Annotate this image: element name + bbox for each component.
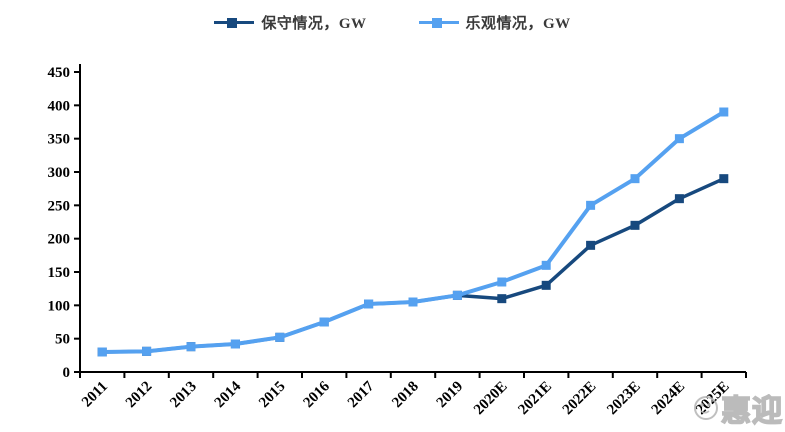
y-axis-tick-label: 200 xyxy=(48,232,71,248)
chart-legend: 保守情况，GW 乐观情况，GW xyxy=(0,12,785,33)
data-point-optimistic-2014 xyxy=(230,339,240,349)
x-axis-tick-label: 2011 xyxy=(79,379,111,411)
watermark-text: 惠迎 xyxy=(720,394,783,429)
legend-line-marker-conservative xyxy=(214,17,255,28)
x-axis-tick-label: 2012 xyxy=(123,379,156,412)
y-axis-tick-label: 150 xyxy=(48,265,71,281)
data-point-optimistic-2012 xyxy=(142,346,152,356)
legend-label-conservative: 保守情况，GW xyxy=(261,16,367,32)
data-point-conservative-2024E xyxy=(674,194,684,204)
y-axis-tick-label: 250 xyxy=(48,198,71,214)
data-point-conservative-2021E xyxy=(541,280,551,290)
data-point-optimistic-2018 xyxy=(408,297,418,307)
watermark-mascot-icon xyxy=(694,396,718,420)
y-axis-tick-label: 0 xyxy=(63,365,71,381)
x-axis-tick-label: 2018 xyxy=(389,379,422,412)
y-axis-tick-label: 400 xyxy=(48,98,71,114)
data-point-optimistic-2019 xyxy=(452,290,462,300)
legend-label-optimistic: 乐观情况，GW xyxy=(465,16,571,32)
x-axis-tick-label: 2013 xyxy=(167,379,200,412)
y-axis-tick-label: 350 xyxy=(48,132,71,148)
x-axis-tick-label: 2019 xyxy=(434,379,467,412)
legend-line-marker-optimistic xyxy=(418,17,459,28)
data-point-optimistic-2017 xyxy=(364,299,374,309)
data-point-optimistic-2016 xyxy=(319,317,329,327)
watermark: 惠迎 xyxy=(687,386,783,430)
x-axis-tick-label: 2016 xyxy=(301,378,334,411)
data-point-conservative-2023E xyxy=(630,220,640,230)
y-axis-tick-label: 300 xyxy=(48,165,71,181)
y-axis-tick-label: 50 xyxy=(55,332,70,348)
x-axis-tick-label: 2021E xyxy=(515,379,555,419)
data-point-optimistic-2011 xyxy=(97,347,107,357)
data-point-conservative-2022E xyxy=(586,240,596,250)
data-point-optimistic-2021E xyxy=(541,260,551,270)
legend-square-conservative xyxy=(227,17,238,28)
data-point-optimistic-2013 xyxy=(186,342,196,352)
y-axis-tick-label: 100 xyxy=(48,298,71,314)
data-point-optimistic-2015 xyxy=(275,332,285,342)
data-point-optimistic-2020E xyxy=(497,277,507,287)
y-axis-tick-label: 450 xyxy=(48,65,71,81)
data-point-conservative-2020E xyxy=(497,294,507,304)
x-axis-tick-label: 2014 xyxy=(212,378,245,411)
legend-item-conservative: 保守情况，GW xyxy=(214,12,366,33)
x-axis-tick-label: 2015 xyxy=(256,379,289,412)
data-point-optimistic-2023E xyxy=(630,174,640,184)
legend-item-optimistic: 乐观情况，GW xyxy=(418,12,571,33)
x-axis-tick-label: 2017 xyxy=(345,378,378,411)
x-axis-tick-label: 2024E xyxy=(649,379,689,419)
x-axis-tick-label: 2022E xyxy=(560,379,600,419)
series-line-optimistic xyxy=(100,110,726,354)
series-line-conservative xyxy=(100,176,726,354)
x-axis-tick-label: 2023E xyxy=(604,379,644,419)
data-point-conservative-2025E xyxy=(719,174,729,184)
x-axis-tick-label: 2020E xyxy=(471,379,511,419)
data-point-optimistic-2024E xyxy=(674,134,684,144)
data-point-optimistic-2022E xyxy=(586,200,596,210)
data-point-optimistic-2025E xyxy=(719,107,729,117)
legend-square-optimistic xyxy=(431,17,442,28)
